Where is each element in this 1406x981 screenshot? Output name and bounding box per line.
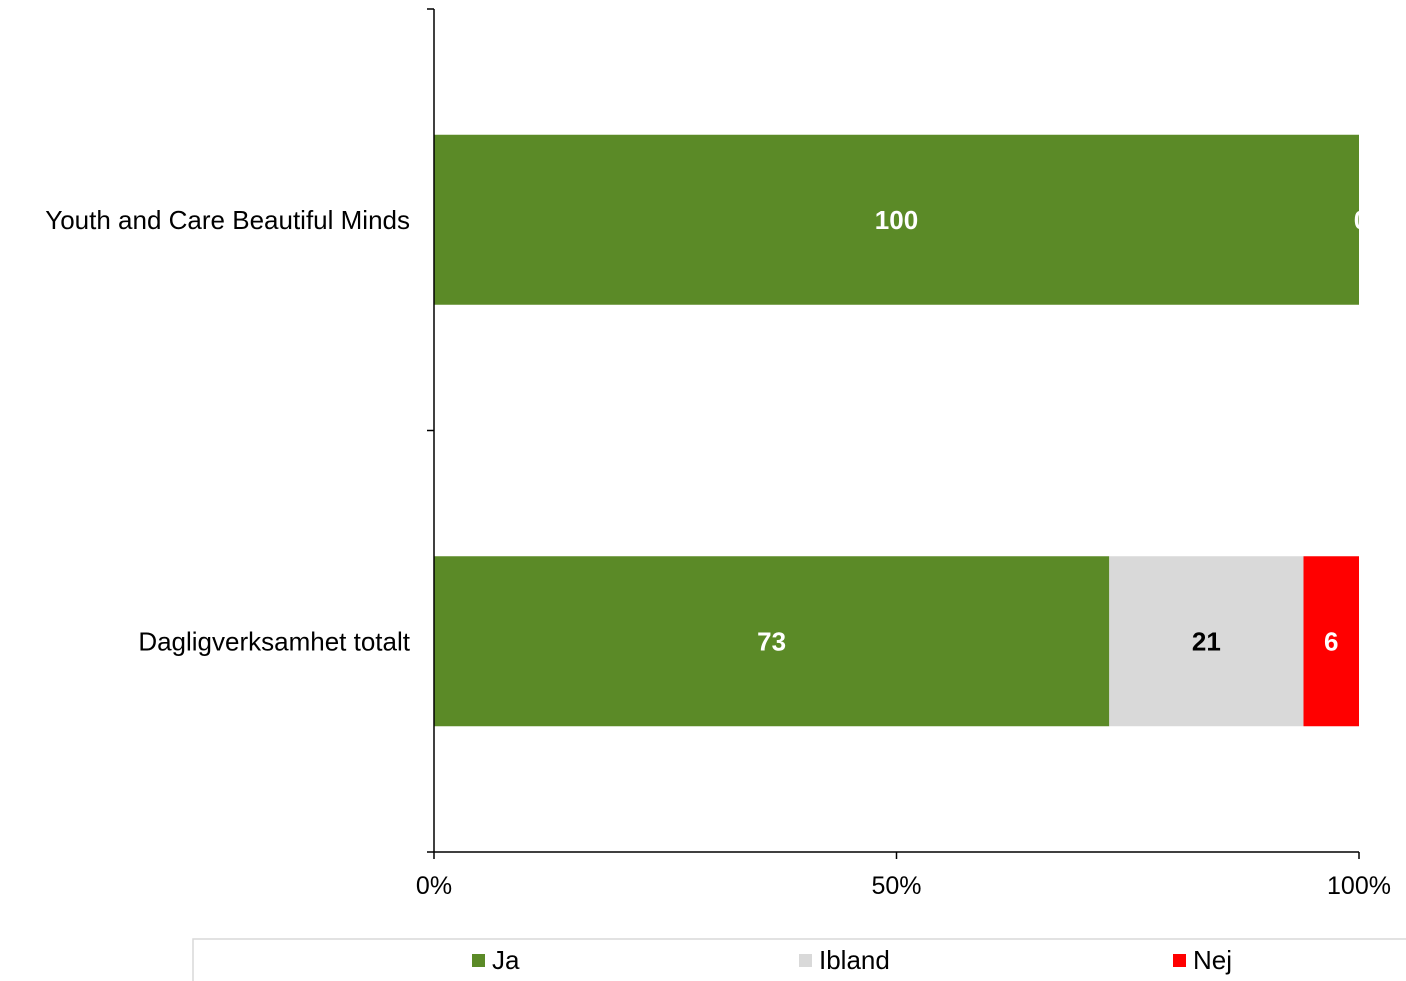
data-label-ja-dagligverksamhet-totalt: 73 <box>757 626 786 656</box>
legend-label-ibland: Ibland <box>819 945 890 975</box>
legend-label-nej: Nej <box>1193 945 1232 975</box>
legend-label-ja: Ja <box>492 945 520 975</box>
legend-frame <box>192 938 1406 981</box>
legend-swatch-ja <box>472 954 485 967</box>
labels-group: 100 0 Youth and Care Beautiful Minds 73 21 6 D… <box>45 205 1368 657</box>
bars-group <box>434 134 1359 727</box>
legend-swatch-ibland <box>799 954 812 967</box>
data-label-ibland-dagligverksamhet-totalt: 21 <box>1192 626 1221 656</box>
category-label-dagligverksamhet-totalt: Dagligverksamhet totalt <box>138 626 410 656</box>
category-label-youth-and-care-beautiful-minds: Youth and Care Beautiful Minds <box>45 205 410 235</box>
bar-ja-dagligverksamhet-totalt <box>434 556 1110 727</box>
x-tick-label-50: 50% <box>871 872 921 900</box>
data-label-ja-youth-and-care-beautiful-minds: 100 <box>875 205 918 235</box>
data-label-nej-youth-and-care-beautiful-minds: 0 <box>1354 205 1368 235</box>
bar-ja-youth-and-care-beautiful-minds <box>434 134 1359 305</box>
data-label-nej-dagligverksamhet-totalt: 6 <box>1324 626 1338 656</box>
x-tick-label-100: 100% <box>1327 872 1391 900</box>
axes-group: 0% 50% 100% <box>416 8 1391 900</box>
legend: Ja Ibland Nej <box>192 938 1406 981</box>
x-tick-label-0: 0% <box>416 872 452 900</box>
legend-swatch-nej <box>1173 954 1186 967</box>
bar-ibland-dagligverksamhet-totalt <box>1109 556 1304 727</box>
bar-nej-dagligverksamhet-totalt <box>1303 556 1359 727</box>
